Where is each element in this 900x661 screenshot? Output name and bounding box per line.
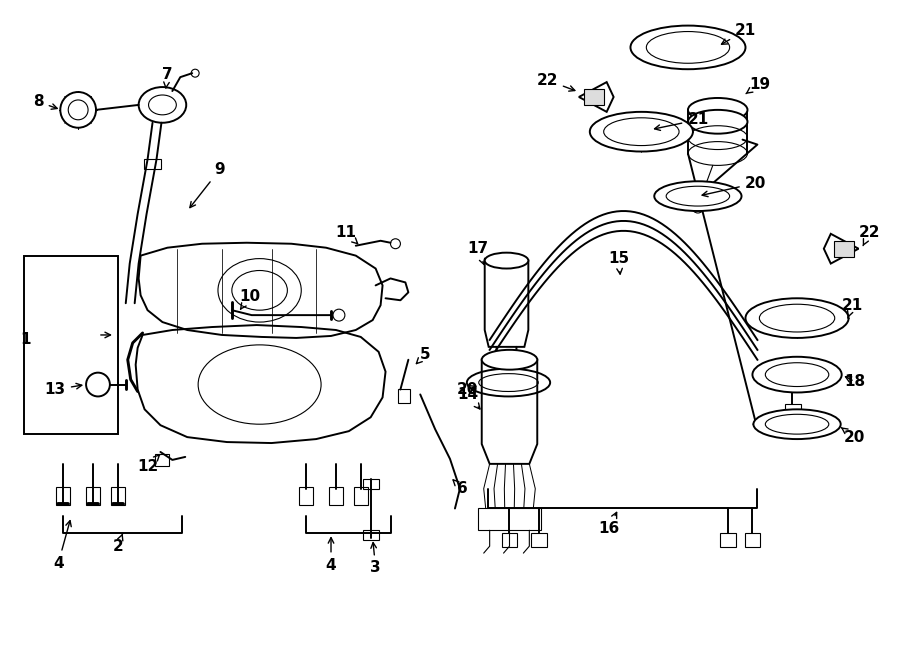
- Text: 14: 14: [457, 387, 480, 409]
- Text: 19: 19: [746, 77, 769, 94]
- Bar: [531, 533, 547, 547]
- Ellipse shape: [467, 369, 550, 397]
- Bar: [363, 479, 379, 488]
- Ellipse shape: [688, 98, 748, 122]
- Text: 1: 1: [21, 332, 31, 348]
- Bar: [478, 508, 541, 530]
- Bar: [785, 405, 801, 414]
- Bar: [329, 486, 343, 504]
- Bar: [300, 486, 313, 504]
- Bar: [57, 486, 70, 504]
- Text: 10: 10: [239, 289, 260, 309]
- Bar: [501, 533, 518, 547]
- Bar: [156, 454, 169, 466]
- Bar: [744, 533, 760, 547]
- Text: 12: 12: [137, 455, 160, 475]
- Text: 8: 8: [33, 95, 58, 110]
- Text: 17: 17: [467, 241, 489, 264]
- Text: 21: 21: [654, 112, 708, 130]
- Polygon shape: [833, 241, 853, 256]
- Ellipse shape: [631, 26, 745, 69]
- Text: 3: 3: [370, 543, 381, 576]
- Text: 18: 18: [844, 374, 865, 389]
- Text: 16: 16: [598, 512, 619, 536]
- Ellipse shape: [753, 409, 841, 439]
- Text: 5: 5: [417, 347, 430, 364]
- Text: 11: 11: [336, 225, 357, 244]
- Text: 4: 4: [326, 537, 337, 572]
- Polygon shape: [579, 82, 614, 112]
- Text: 4: 4: [53, 521, 71, 570]
- Ellipse shape: [590, 112, 693, 151]
- Text: 22: 22: [536, 73, 575, 91]
- Text: 20: 20: [457, 382, 479, 397]
- Text: 21: 21: [722, 23, 756, 44]
- Bar: [86, 486, 100, 504]
- Ellipse shape: [482, 350, 537, 369]
- Text: 7: 7: [162, 67, 173, 88]
- Bar: [363, 530, 379, 540]
- Ellipse shape: [654, 181, 742, 211]
- Bar: [23, 256, 118, 434]
- Text: 13: 13: [45, 382, 82, 397]
- Text: 9: 9: [190, 162, 225, 208]
- Bar: [354, 486, 368, 504]
- Polygon shape: [824, 234, 859, 264]
- Text: 20: 20: [702, 176, 766, 197]
- Bar: [111, 486, 125, 504]
- Polygon shape: [584, 89, 604, 105]
- Text: 21: 21: [842, 297, 863, 318]
- Ellipse shape: [745, 298, 849, 338]
- Ellipse shape: [752, 357, 842, 393]
- Text: 15: 15: [608, 251, 629, 274]
- Bar: [399, 389, 410, 403]
- Text: 22: 22: [859, 225, 880, 246]
- Ellipse shape: [485, 253, 528, 268]
- Text: 20: 20: [842, 428, 865, 445]
- Bar: [720, 533, 735, 547]
- Text: 6: 6: [453, 480, 467, 496]
- Circle shape: [68, 100, 88, 120]
- Bar: [144, 159, 161, 169]
- Text: 2: 2: [112, 533, 123, 554]
- Circle shape: [60, 92, 96, 128]
- Ellipse shape: [688, 110, 748, 134]
